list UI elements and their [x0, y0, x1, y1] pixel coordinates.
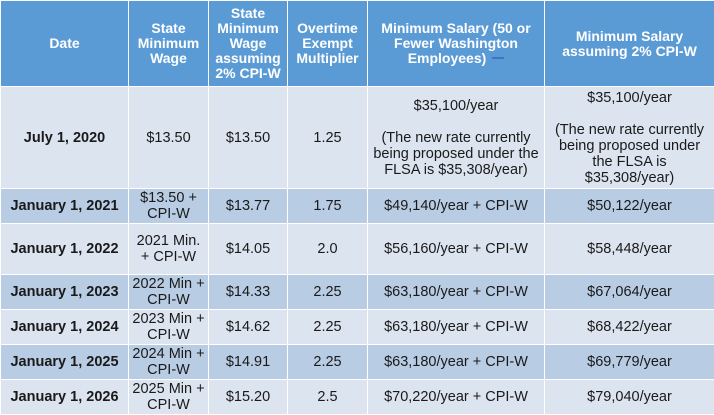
header-overtime-multiplier: Overtime Exempt Multiplier	[288, 1, 368, 87]
table-row: January 1, 2026 2025 Min + CPI-W $15.20 …	[1, 380, 714, 415]
cell-min-wage-cpi: $13.50	[209, 87, 288, 189]
table-row: January 1, 2021 $13.50 + CPI-W $13.77 1.…	[1, 189, 714, 224]
cell-min-salary: $63,180/year + CPI-W	[368, 310, 545, 345]
cell-min-wage-cpi: $14.33	[209, 275, 288, 310]
cell-state-min-wage: 2024 Min + CPI-W	[129, 345, 209, 380]
header-state-min-wage-cpi: State Minimum Wage assuming 2% CPI-W	[209, 1, 288, 87]
cell-min-salary-value: $35,100/year	[371, 98, 541, 114]
cell-min-salary-note: (The new rate currently being proposed u…	[371, 130, 541, 178]
table-row: January 1, 2022 2021 Min. + CPI-W $14.05…	[1, 224, 714, 275]
table-row: January 1, 2024 2023 Min + CPI-W $14.62 …	[1, 310, 714, 345]
cell-date: January 1, 2023	[1, 275, 129, 310]
cell-multiplier: 2.25	[288, 275, 368, 310]
cell-min-salary: $63,180/year + CPI-W	[368, 275, 545, 310]
cell-date: July 1, 2020	[1, 87, 129, 189]
cell-date: January 1, 2026	[1, 380, 129, 415]
cell-date: January 1, 2021	[1, 189, 129, 224]
cell-min-salary: $70,220/year + CPI-W	[368, 380, 545, 415]
cell-multiplier: 2.25	[288, 310, 368, 345]
header-row: Date State Minimum Wage State Minimum Wa…	[1, 1, 714, 87]
cell-min-salary: $49,140/year + CPI-W	[368, 189, 545, 224]
cell-state-min-wage: 2021 Min. + CPI-W	[129, 224, 209, 275]
cell-min-wage-cpi: $13.77	[209, 189, 288, 224]
cell-min-wage-cpi: $15.20	[209, 380, 288, 415]
header-date: Date	[1, 1, 129, 87]
cell-state-min-wage: $13.50	[129, 87, 209, 189]
cell-min-salary: $56,160/year + CPI-W	[368, 224, 545, 275]
cell-multiplier: 2.0	[288, 224, 368, 275]
cell-state-min-wage: $13.50 + CPI-W	[129, 189, 209, 224]
cell-min-salary-cpi-note: (The new rate currently being proposed u…	[548, 122, 711, 186]
cell-min-salary-cpi: $67,064/year	[545, 275, 714, 310]
dash-icon	[492, 57, 504, 59]
cell-min-wage-cpi: $14.05	[209, 224, 288, 275]
header-min-salary-cpi: Minimum Salary assuming 2% CPI-W	[545, 1, 714, 87]
cell-min-salary-cpi-value: $35,100/year	[548, 90, 711, 106]
header-min-salary: Minimum Salary (50 or Fewer Washington E…	[368, 1, 545, 87]
cell-date: January 1, 2024	[1, 310, 129, 345]
cell-min-salary-cpi: $68,422/year	[545, 310, 714, 345]
cell-min-salary-cpi: $58,448/year	[545, 224, 714, 275]
header-state-min-wage: State Minimum Wage	[129, 1, 209, 87]
cell-date: January 1, 2022	[1, 224, 129, 275]
cell-state-min-wage: 2025 Min + CPI-W	[129, 380, 209, 415]
cell-min-wage-cpi: $14.91	[209, 345, 288, 380]
cell-min-salary: $35,100/year (The new rate currently bei…	[368, 87, 545, 189]
cell-multiplier: 1.75	[288, 189, 368, 224]
cell-min-salary-cpi: $50,122/year	[545, 189, 714, 224]
table-row: January 1, 2023 2022 Min + CPI-W $14.33 …	[1, 275, 714, 310]
table-row: July 1, 2020 $13.50 $13.50 1.25 $35,100/…	[1, 87, 714, 189]
cell-multiplier: 1.25	[288, 87, 368, 189]
cell-min-salary-cpi: $79,040/year	[545, 380, 714, 415]
cell-date: January 1, 2025	[1, 345, 129, 380]
cell-state-min-wage: 2023 Min + CPI-W	[129, 310, 209, 345]
cell-state-min-wage: 2022 Min + CPI-W	[129, 275, 209, 310]
cell-multiplier: 2.5	[288, 380, 368, 415]
cell-multiplier: 2.25	[288, 345, 368, 380]
cell-min-salary: $63,180/year + CPI-W	[368, 345, 545, 380]
cell-min-wage-cpi: $14.62	[209, 310, 288, 345]
cell-min-salary-cpi: $69,779/year	[545, 345, 714, 380]
table-row: January 1, 2025 2024 Min + CPI-W $14.91 …	[1, 345, 714, 380]
header-min-salary-label: Minimum Salary (50 or Fewer Washington E…	[381, 20, 530, 66]
cell-min-salary-cpi: $35,100/year (The new rate currently bei…	[545, 87, 714, 189]
